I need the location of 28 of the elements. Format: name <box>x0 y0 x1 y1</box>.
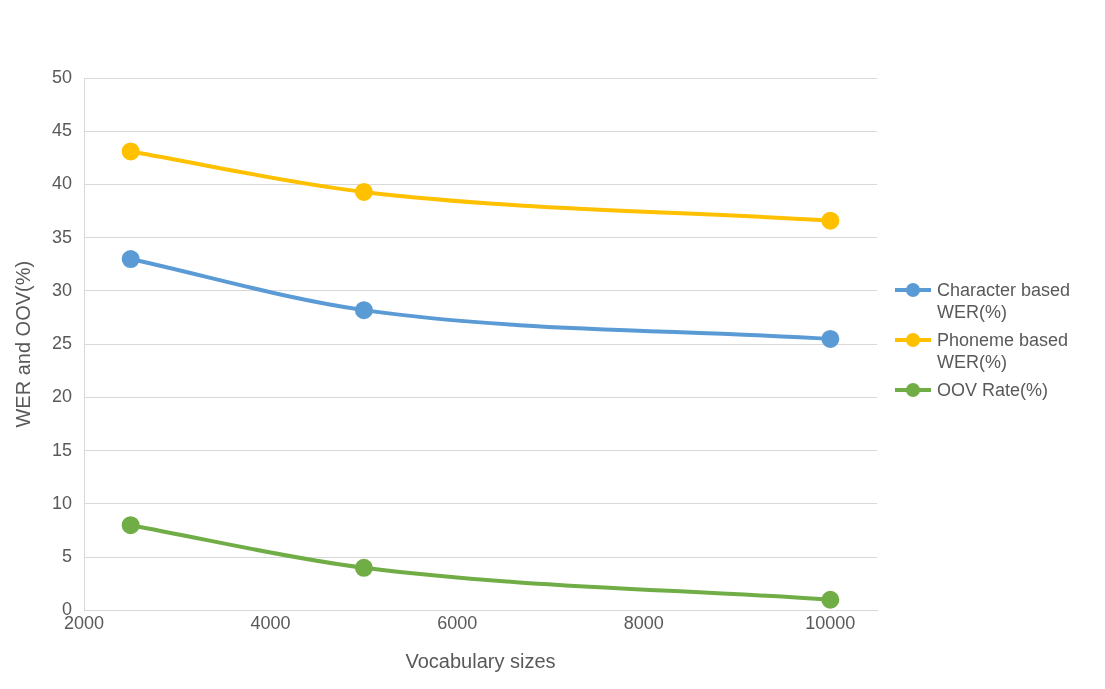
y-tick-label: 50 <box>51 66 73 87</box>
x-tick-label: 6000 <box>437 613 478 634</box>
legend-label: OOV Rate(%) <box>937 379 1049 401</box>
x-tick-label: 4000 <box>250 613 291 634</box>
y-tick-label: 10 <box>51 492 73 513</box>
x-tick-label: 10000 <box>805 613 856 634</box>
y-axis-title: WER and OOV(%) <box>11 260 34 428</box>
point <box>354 558 373 577</box>
y-tick-label: 20 <box>51 386 73 407</box>
y-tick-label: 5 <box>62 546 73 567</box>
y-tick-label: 45 <box>51 120 73 141</box>
point <box>121 250 140 269</box>
point <box>354 182 373 201</box>
y-tick-label: 15 <box>51 439 73 460</box>
point <box>821 590 840 609</box>
y-tick-label: 35 <box>51 226 73 247</box>
y-tick-label: 40 <box>51 173 73 194</box>
x-axis-title: Vocabulary sizes <box>405 649 556 672</box>
legend-label: Character based WER(%) <box>937 279 1072 323</box>
y-tick-label: 25 <box>51 333 73 354</box>
point <box>821 329 840 348</box>
point <box>121 516 140 535</box>
point <box>354 301 373 320</box>
x-tick-label: 8000 <box>623 613 664 634</box>
y-tick-label: 30 <box>51 279 73 300</box>
point <box>121 142 140 161</box>
point <box>821 211 840 230</box>
legend-label: Phoneme based WER(%) <box>937 329 1070 373</box>
